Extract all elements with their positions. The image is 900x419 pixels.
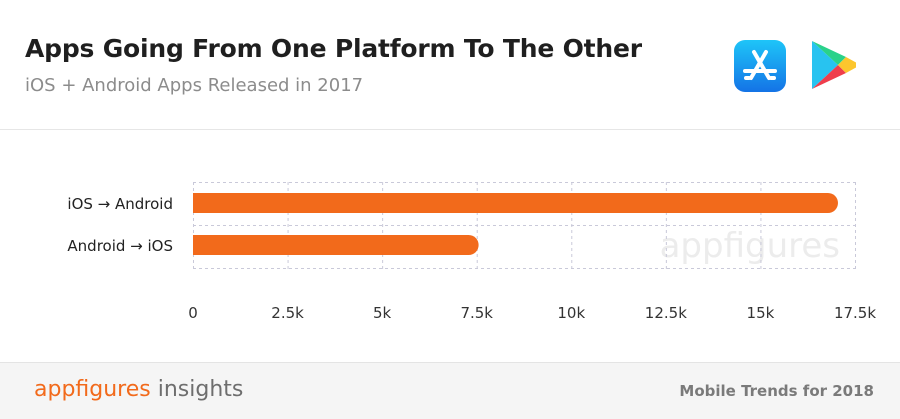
chart-subtitle: iOS + Android Apps Released in 2017	[25, 75, 364, 96]
x-tick-label: 2.5k	[271, 304, 304, 322]
app-store-icon	[734, 40, 786, 92]
bar	[193, 193, 838, 213]
footer-tagline: Mobile Trends for 2018	[679, 382, 874, 400]
x-tick-label: 10k	[557, 304, 585, 322]
header: Apps Going From One Platform To The Othe…	[0, 0, 900, 130]
footer: appfigures insights Mobile Trends for 20…	[0, 362, 900, 419]
x-tick-label: 12.5k	[645, 304, 687, 322]
x-tick-label: 0	[188, 304, 198, 322]
google-play-icon	[812, 41, 856, 89]
brand-appfigures: appfigures	[34, 377, 151, 402]
chart-title: Apps Going From One Platform To The Othe…	[25, 34, 642, 63]
bar-chart: appfigures iOS → Android Android → iOS 0 2.5…	[67, 182, 876, 322]
bar-left-cap	[193, 235, 203, 255]
x-tick-label: 15k	[747, 304, 775, 322]
header-divider	[0, 129, 900, 130]
bar	[193, 235, 479, 255]
brand-insights: insights	[150, 377, 244, 402]
category-label: iOS → Android	[67, 195, 173, 213]
category-label: Android → iOS	[67, 237, 173, 255]
footer-brand: appfigures insights	[34, 377, 243, 402]
x-tick-label: 5k	[373, 304, 392, 322]
watermark-text: appfigures	[660, 226, 840, 266]
bar-left-cap	[193, 193, 203, 213]
x-tick-label: 7.5k	[460, 304, 493, 322]
x-tick-label: 17.5k	[834, 304, 876, 322]
